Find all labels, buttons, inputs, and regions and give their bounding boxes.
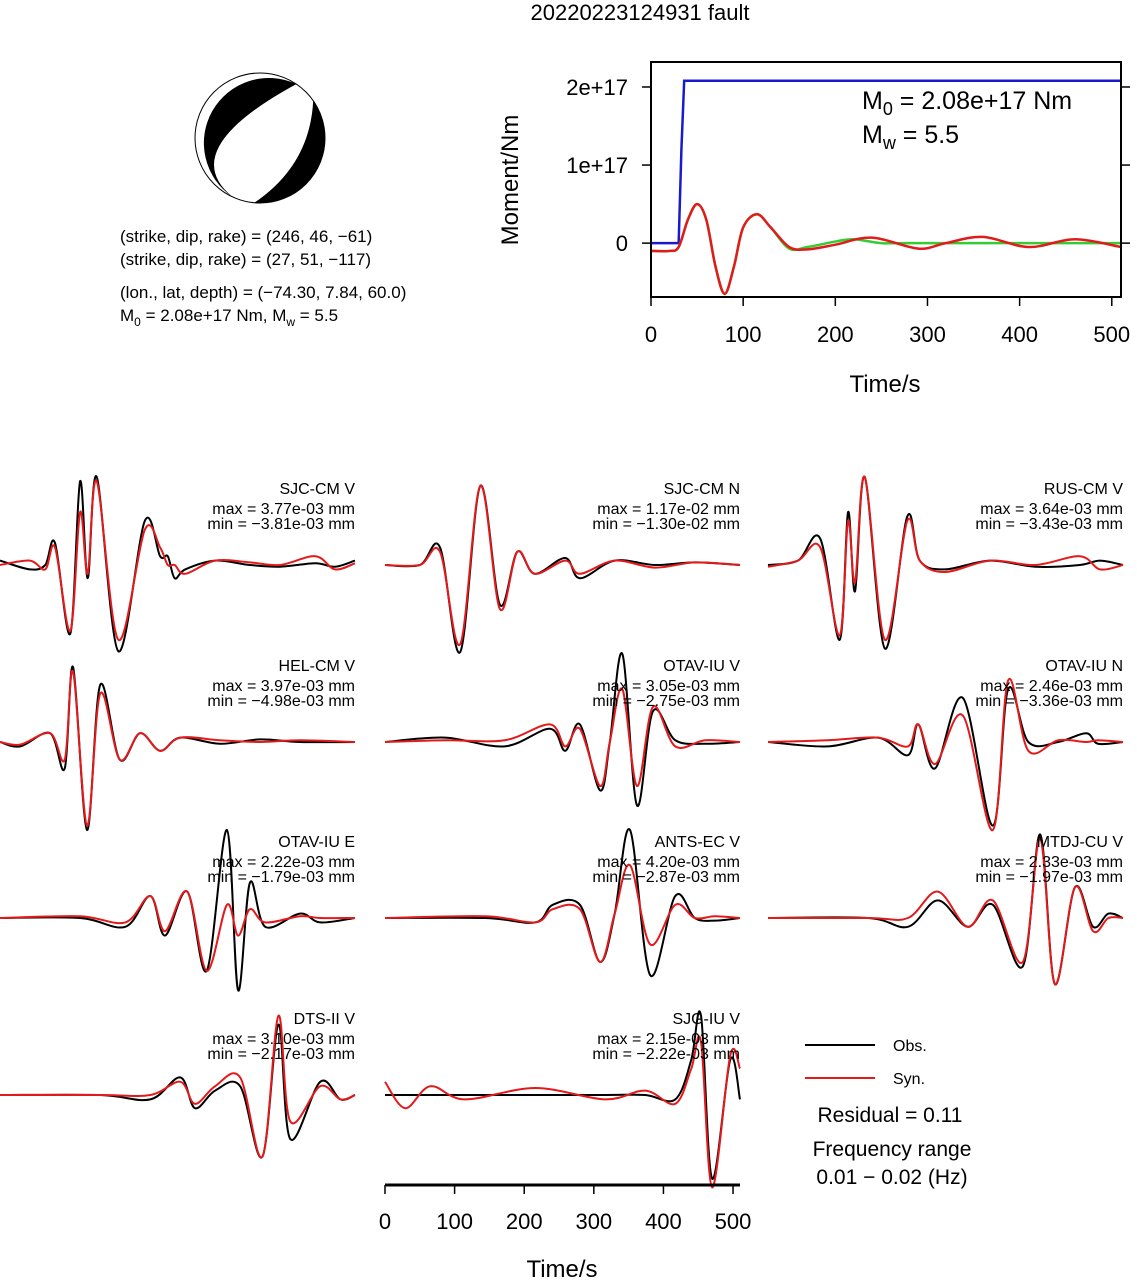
waveform — [0, 669, 356, 827]
max-label: max = 4.20e-03 mm — [597, 854, 740, 871]
source-moment-part: = 5.5 — [295, 306, 338, 325]
station-label: SJC-CM V — [279, 481, 355, 498]
figure-title: 20220223124931 fault — [531, 0, 750, 25]
min-label: min = −3.36e-03 mm — [975, 693, 1123, 710]
x-axis-label: Time/s — [849, 371, 920, 398]
station-label: OTAV-IU E — [278, 834, 355, 851]
source-line: (strike, dip, rake) = (246, 46, −61) — [120, 227, 372, 246]
waveform — [384, 484, 741, 646]
max-label: max = 3.64e-03 mm — [980, 501, 1123, 518]
min-label: min = −1.97e-03 mm — [975, 869, 1123, 886]
source-moment-part: 0 — [134, 315, 141, 329]
y-axis-label: Moment/Nm — [497, 115, 524, 246]
waveform — [0, 1023, 356, 1159]
moment-curve — [650, 202, 1121, 296]
min-label: min = −1.30e-02 mm — [592, 516, 740, 533]
source-moment-part: w — [285, 315, 295, 329]
waveform — [384, 864, 741, 964]
max-label: max = 2.46e-03 mm — [980, 678, 1123, 695]
max-label: max = 2.33e-03 mm — [980, 854, 1123, 871]
y-tick-label: 2e+17 — [566, 75, 628, 100]
y-tick-label: 1e+17 — [566, 153, 628, 178]
beachball-compression — [254, 100, 326, 204]
station-label: RUS-CM V — [1044, 481, 1123, 498]
x-axis-label: Time/s — [526, 1256, 597, 1281]
moment-annotation-part: = 2.08e+17 Nm — [893, 87, 1072, 115]
x-tick-label: 0 — [379, 1209, 391, 1234]
max-label: max = 3.97e-03 mm — [212, 678, 355, 695]
x-tick-label: 200 — [817, 322, 854, 347]
y-tick-label: 0 — [616, 231, 628, 256]
moment-annotation-part: = 5.5 — [896, 121, 959, 149]
min-label: min = −1.79e-03 mm — [207, 869, 355, 886]
legend-label: Syn. — [893, 1071, 925, 1088]
waveform — [0, 828, 356, 992]
waveform — [768, 837, 1124, 986]
source-line: (strike, dip, rake) = (27, 51, −117) — [120, 250, 371, 269]
x-tick-label: 500 — [1093, 322, 1130, 347]
waveform — [384, 828, 741, 978]
x-tick-label: 300 — [909, 322, 946, 347]
frequency-range: Frequency range — [813, 1138, 972, 1161]
moment-annotation-part: M — [862, 121, 883, 149]
moment-annotation: M0 = 2.08e+17 Nm — [862, 87, 1072, 119]
frequency-range: 0.01 − 0.02 (Hz) — [816, 1166, 967, 1189]
min-label: min = −2.22e-03 mm — [592, 1046, 740, 1063]
max-label: max = 2.15e-03 mm — [597, 1031, 740, 1048]
beachball-compression — [203, 78, 297, 197]
plot-frame — [650, 61, 1122, 298]
station-label: OTAV-IU V — [663, 658, 740, 675]
x-tick-label: 200 — [506, 1209, 543, 1234]
max-label: max = 3.10e-03 mm — [212, 1031, 355, 1048]
max-label: max = 1.17e-02 mm — [597, 501, 740, 518]
source-moment-part: = 2.08e+17 Nm, M — [141, 306, 287, 325]
waveform — [0, 1014, 356, 1159]
x-tick-label: 300 — [575, 1209, 612, 1234]
moment-annotation-part: w — [882, 133, 897, 153]
moment-annotation-part: 0 — [883, 99, 893, 119]
station-label: SJG-IU V — [672, 1011, 740, 1028]
station-label: DTS-II V — [294, 1011, 356, 1028]
station-label: SJC-CM N — [664, 481, 740, 498]
waveform — [384, 652, 741, 807]
x-tick-label: 400 — [1001, 322, 1038, 347]
station-label: HEL-CM V — [279, 658, 356, 675]
max-label: max = 3.77e-03 mm — [212, 501, 355, 518]
source-line: (lon., lat, depth) = (−74.30, 7.84, 60.0… — [120, 283, 406, 302]
x-tick-label: 100 — [725, 322, 762, 347]
x-tick-label: 400 — [645, 1209, 682, 1234]
station-label: ANTS-EC V — [655, 834, 741, 851]
x-tick-label: 500 — [715, 1209, 752, 1234]
min-label: min = −2.87e-03 mm — [592, 869, 740, 886]
min-label: min = −3.43e-03 mm — [975, 516, 1123, 533]
beachball — [194, 72, 326, 204]
moment-annotation-part: M — [862, 87, 883, 115]
waveform — [0, 890, 356, 972]
station-label: OTAV-IU N — [1045, 658, 1123, 675]
moment-annotation: Mw = 5.5 — [862, 121, 959, 153]
max-label: max = 3.05e-03 mm — [597, 678, 740, 695]
legend-label: Obs. — [893, 1038, 927, 1055]
min-label: min = −4.98e-03 mm — [207, 693, 355, 710]
x-tick-label: 100 — [436, 1209, 473, 1234]
waveform — [0, 665, 356, 832]
station-label: MTDJ-CU V — [1037, 834, 1124, 851]
waveform — [767, 677, 1124, 832]
waveform — [0, 479, 356, 641]
moment-curve — [651, 79, 1121, 245]
waveform — [767, 686, 1124, 827]
residual: Residual = 0.11 — [818, 1104, 963, 1127]
x-tick-label: 0 — [645, 322, 657, 347]
moment-curve — [650, 202, 1122, 296]
waveform — [384, 687, 741, 788]
source-moment-part: M — [120, 306, 134, 325]
min-label: min = −3.81e-03 mm — [207, 516, 355, 533]
min-label: min = −2.17e-03 mm — [207, 1046, 355, 1063]
max-label: max = 2.22e-03 mm — [212, 854, 355, 871]
waveform — [767, 475, 1124, 641]
min-label: min = −2.75e-03 mm — [592, 693, 740, 710]
source-moment: M0 = 2.08e+17 Nm, Mw = 5.5 — [120, 306, 338, 329]
